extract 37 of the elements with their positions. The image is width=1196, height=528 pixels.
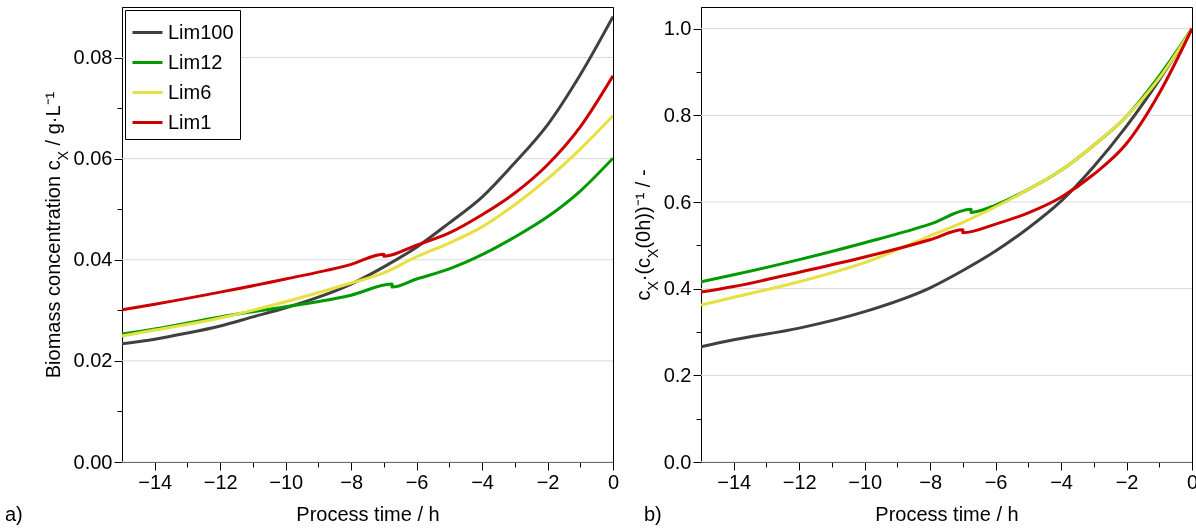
y-tick-label: 0.04 bbox=[73, 248, 113, 271]
x-tick-label: −4 bbox=[1050, 470, 1073, 493]
x-axis-title: Process time / h bbox=[296, 502, 440, 525]
x-tick-label: −6 bbox=[984, 470, 1008, 493]
legend-label: Lim6 bbox=[168, 80, 212, 103]
line-series bbox=[122, 114, 613, 338]
y-tick-label: 0.08 bbox=[73, 46, 113, 69]
y-tick-label: 0.02 bbox=[73, 349, 113, 372]
x-tick-label: −14 bbox=[138, 470, 173, 493]
line-series bbox=[122, 74, 613, 312]
y-tick-label: 0.2 bbox=[663, 363, 692, 386]
x-tick-label: −4 bbox=[471, 470, 494, 493]
x-tick-label: −8 bbox=[340, 470, 364, 493]
y-tick-label: 0.8 bbox=[663, 103, 692, 126]
x-axis-title: Process time / h bbox=[875, 502, 1019, 525]
x-tick-label: −8 bbox=[919, 470, 943, 493]
text: b) bbox=[644, 503, 662, 525]
y-tick-label: 0.06 bbox=[73, 147, 113, 170]
x-tick-label: −10 bbox=[269, 470, 304, 493]
legend-label: Lim100 bbox=[168, 20, 234, 43]
x-tick-label: −14 bbox=[717, 470, 752, 493]
x-tick-label: −6 bbox=[405, 470, 429, 493]
y-tick-label: 1.0 bbox=[663, 17, 692, 40]
x-tick-label: −10 bbox=[848, 470, 883, 493]
x-tick-label: −12 bbox=[203, 470, 238, 493]
x-tick-label: −2 bbox=[536, 470, 560, 493]
legend-label: Lim1 bbox=[168, 110, 212, 133]
text: a) bbox=[5, 503, 23, 525]
y-tick-label: 0.00 bbox=[73, 450, 113, 473]
x-tick-label: −12 bbox=[782, 470, 817, 493]
y-tick-label: 0.4 bbox=[663, 277, 692, 300]
y-tick-label: 0.6 bbox=[663, 190, 692, 213]
x-tick-label: 0 bbox=[607, 470, 620, 493]
y-tick-label: 0.0 bbox=[663, 450, 692, 473]
line-series bbox=[122, 15, 613, 346]
x-tick-label: −2 bbox=[1115, 470, 1139, 493]
legend-label: Lim12 bbox=[168, 50, 223, 73]
